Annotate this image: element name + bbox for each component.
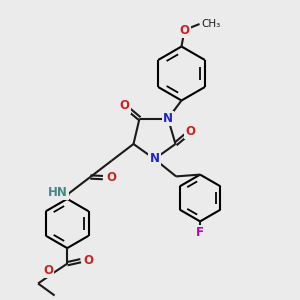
Text: O: O — [106, 171, 116, 184]
Text: F: F — [196, 226, 204, 239]
Text: O: O — [83, 254, 93, 267]
Text: O: O — [119, 99, 130, 112]
Text: HN: HN — [48, 185, 68, 199]
Text: N: N — [149, 152, 160, 166]
Text: O: O — [43, 264, 53, 277]
Text: O: O — [179, 23, 190, 37]
Text: N: N — [163, 112, 173, 125]
Text: O: O — [185, 125, 196, 138]
Text: CH₃: CH₃ — [201, 19, 220, 29]
